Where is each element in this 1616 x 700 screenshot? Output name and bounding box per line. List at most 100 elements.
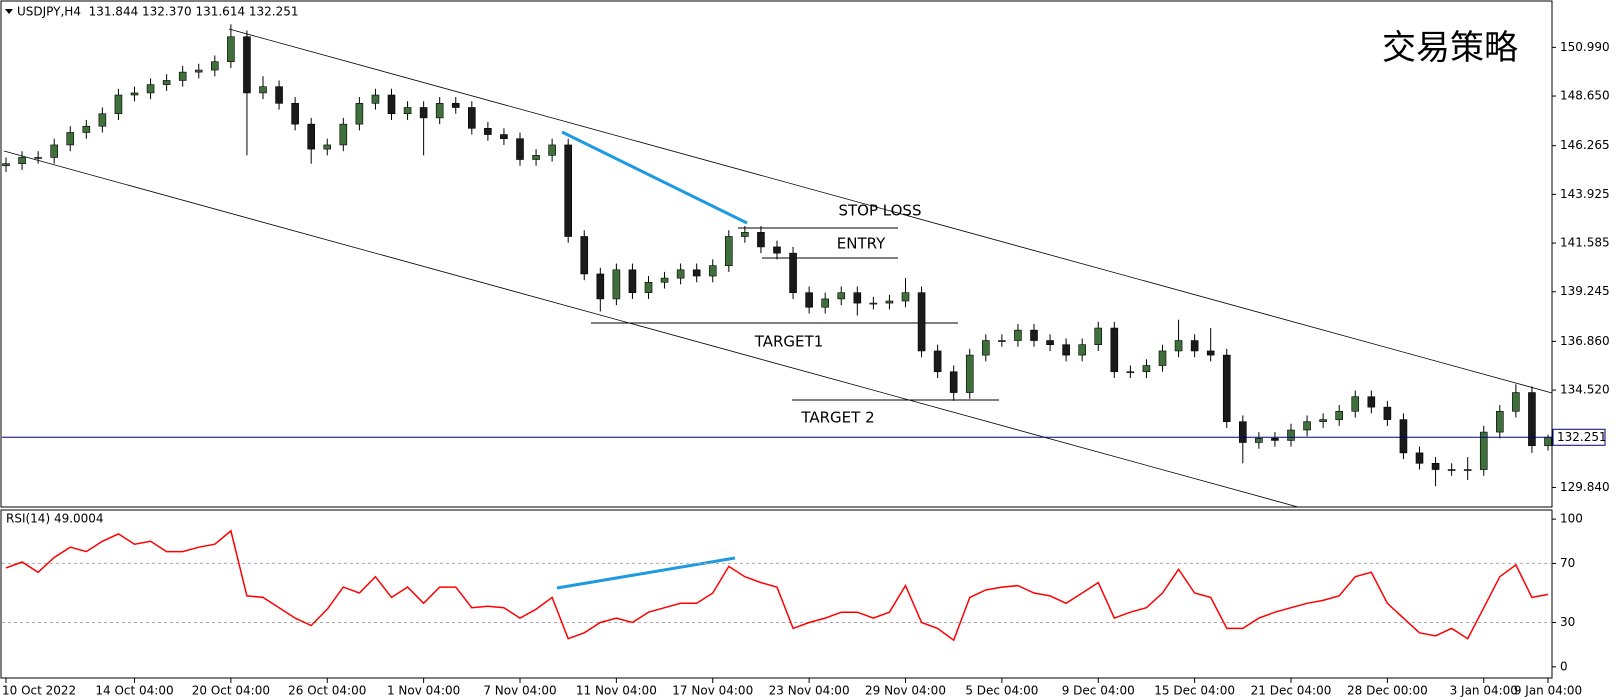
- candle-body: [500, 134, 508, 140]
- candle-body: [355, 103, 364, 125]
- y-tick-label: 30: [1560, 615, 1575, 629]
- candle-body: [901, 292, 910, 302]
- candle-body: [982, 340, 990, 356]
- y-tick-label: 129.840: [1560, 480, 1610, 494]
- candle-body: [259, 86, 267, 94]
- candle-body: [564, 144, 572, 237]
- candle-body: [468, 107, 476, 129]
- candle-body: [708, 265, 717, 277]
- channel-upper: [228, 28, 1553, 394]
- candle-body: [243, 36, 251, 94]
- x-tick-label: 17 Nov 04:00: [672, 684, 753, 698]
- candle-body: [1367, 396, 1376, 408]
- candle-body: [194, 69, 203, 73]
- candle-body: [371, 94, 380, 104]
- candle-body: [580, 236, 589, 275]
- candle-body: [1078, 344, 1086, 356]
- rsi-line: [5, 529, 1549, 642]
- candle-body: [34, 157, 42, 159]
- candle-body: [949, 371, 958, 393]
- candle-body: [596, 273, 605, 300]
- symbol-marker: [5, 9, 13, 14]
- current-price-box: [1552, 428, 1606, 446]
- candle-body: [1512, 392, 1520, 412]
- rsi-divergence-line: [556, 556, 736, 590]
- candle-body: [837, 292, 846, 300]
- candle-body: [451, 103, 460, 108]
- candle-body: [307, 123, 315, 150]
- candle-body: [821, 298, 829, 308]
- y-tick-label: 70: [1560, 556, 1575, 570]
- candle-body: [757, 232, 765, 248]
- x-tick-label: 15 Dec 04:00: [1154, 684, 1235, 698]
- candle-body: [1030, 329, 1038, 341]
- x-tick-label: 23 Nov 04:00: [769, 684, 850, 698]
- rsi-panel-frame: [0, 509, 1553, 679]
- candle-body: [1110, 327, 1119, 373]
- candle-body: [789, 252, 797, 293]
- y-tick-label: 0: [1560, 659, 1568, 673]
- candle-body: [692, 269, 701, 277]
- y-tick-label: 134.520: [1560, 383, 1610, 397]
- channel-lower: [3, 150, 1299, 508]
- watermark: 交易策略: [1382, 28, 1518, 68]
- main-panel-frame: [0, 0, 1553, 508]
- candle-body: [1463, 469, 1472, 471]
- candle-body: [741, 232, 749, 237]
- candle-body: [612, 269, 621, 300]
- target2-label: TARGET 2: [800, 409, 874, 427]
- y-tick-label: 148.650: [1560, 89, 1610, 103]
- candle-body: [676, 269, 685, 279]
- candle-body: [1319, 419, 1327, 422]
- x-tick-label: 1 Nov 04:00: [387, 684, 460, 698]
- candle-body: [1544, 436, 1552, 447]
- candle-body: [18, 157, 26, 164]
- candle-body: [1190, 340, 1199, 352]
- candle-body: [805, 292, 813, 308]
- candle-body: [50, 144, 58, 158]
- candle-body: [869, 302, 878, 305]
- candle-body: [965, 354, 974, 393]
- y-tick-label: 100: [1560, 512, 1583, 526]
- candle-body: [885, 300, 894, 304]
- candle-body: [998, 340, 1006, 342]
- candle-body: [1174, 340, 1183, 352]
- candle-body: [725, 236, 733, 266]
- candle-body: [1142, 365, 1151, 373]
- candle-body: [323, 144, 332, 150]
- candle-body: [387, 94, 396, 115]
- candle-body: [1062, 344, 1070, 356]
- x-tick-label: 20 Oct 04:00: [192, 684, 270, 698]
- candle-body: [146, 84, 155, 94]
- candle-body: [1239, 421, 1247, 443]
- stop-loss-label: STOP LOSS: [839, 202, 922, 220]
- candle-body: [644, 281, 653, 293]
- y-tick-label: 143.925: [1560, 187, 1610, 201]
- y-tick-label: 139.245: [1560, 284, 1610, 298]
- candle-body: [516, 138, 524, 160]
- candle-body: [339, 123, 348, 146]
- candle-body: [162, 80, 171, 85]
- candle-body: [66, 132, 75, 146]
- candle-body: [484, 128, 492, 135]
- candle-body: [82, 125, 91, 133]
- candle-body: [178, 71, 187, 81]
- candle-body: [660, 277, 669, 283]
- x-tick-label: 21 Dec 04:00: [1251, 684, 1332, 698]
- y-tick-label: 141.585: [1560, 236, 1610, 250]
- x-tick-label: 28 Dec 00:00: [1347, 684, 1428, 698]
- candle-body: [1046, 340, 1054, 346]
- candle-body: [1014, 329, 1022, 341]
- candle-body: [773, 246, 781, 254]
- candle-body: [2, 163, 10, 167]
- candle-body: [130, 92, 139, 96]
- entry-label: ENTRY: [837, 235, 886, 253]
- candle-body: [933, 350, 942, 373]
- candle-body: [1415, 452, 1424, 464]
- chart-title: USDJPY,H4 131.844 132.370 131.614 132.25…: [17, 5, 299, 19]
- target1-label: TARGET1: [754, 333, 824, 351]
- y-tick-label: 136.860: [1560, 334, 1610, 348]
- x-tick-label: 3 Jan 04:00: [1450, 684, 1518, 698]
- candle-body: [1351, 396, 1360, 412]
